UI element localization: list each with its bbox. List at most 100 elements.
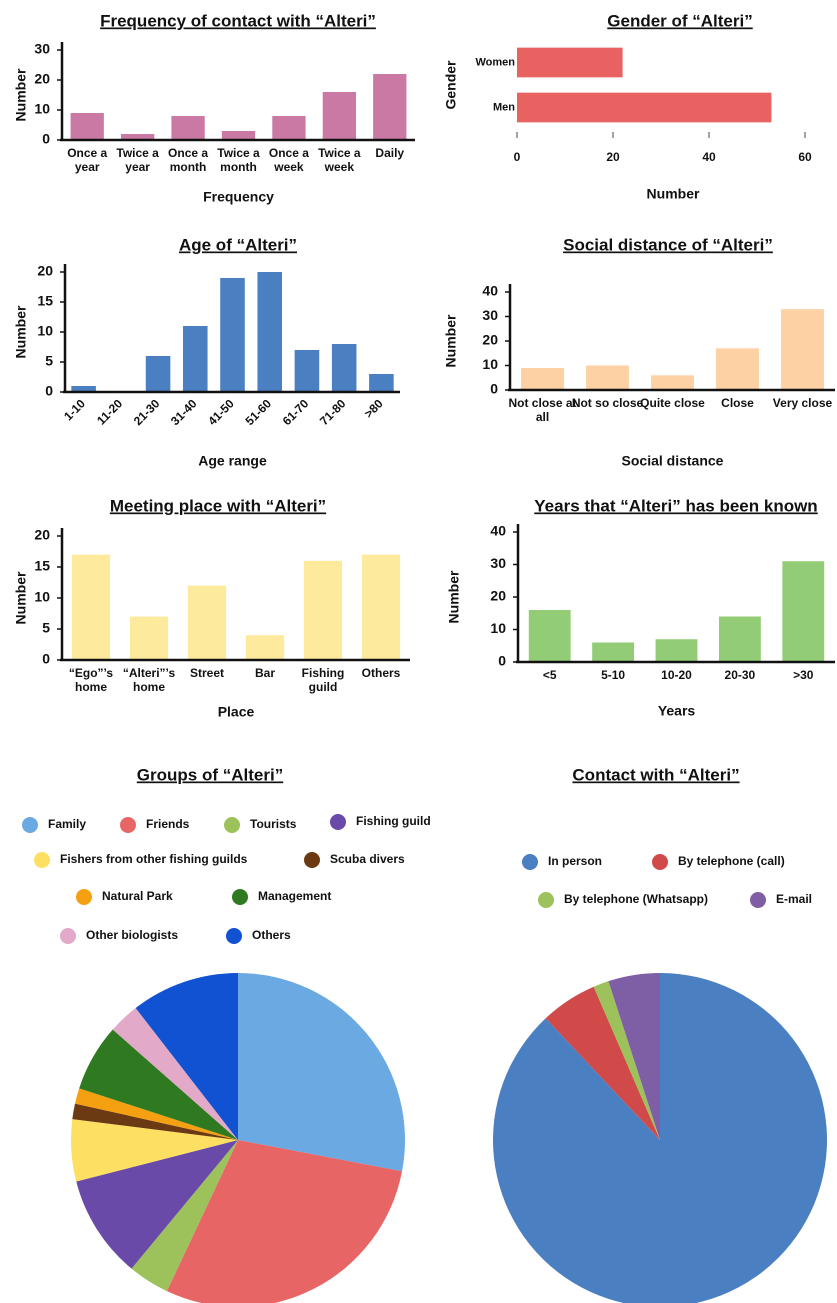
y-tick-label: 40 [490,523,506,539]
legend-label: Tourists [250,817,297,831]
x-tick-label: Very close [772,396,833,410]
chart-title: Gender of “Alteri” [607,11,752,30]
x-tick-label: “Ego”’s home [68,666,114,694]
legend-label: Natural Park [102,889,173,903]
legend-marker [304,852,320,868]
y-tick-label: 5 [42,620,50,636]
bar [716,348,759,390]
x-tick-label-box: Not close at all [508,396,577,424]
x-tick-label: Once a month [168,146,209,174]
bar [331,344,357,392]
y-axis-title: Gender [443,60,459,110]
x-tick-label-box: Twice a year [116,146,159,174]
pie-slice [166,1140,403,1303]
y-tick-label: 0 [498,653,506,669]
y-tick-label: 0 [42,651,50,667]
pie-slice [79,1029,239,1140]
chart-title: Contact with “Alteri” [572,765,739,784]
x-tick-label: 71-80 [317,396,349,428]
legend-marker [34,852,50,868]
bar [782,561,825,662]
x-tick-label-box: 10-20 [661,668,692,682]
bar [373,74,407,140]
x-tick-label: Not close at all [508,396,577,424]
pie-slice [75,1088,238,1140]
x-tick-label: Street [189,666,224,680]
pie-slice [238,973,406,1172]
pie-slice [493,973,827,1303]
x-tick-label-box: <5 [543,668,557,682]
x-tick-label-box: Twice a week [318,146,360,174]
y-tick-label: 20 [34,527,50,543]
x-tick-label: 1-10 [61,396,88,423]
y-tick-label: 0 [42,131,50,147]
legend-marker [232,889,248,905]
x-tick-label: Close [721,396,754,410]
bar [361,554,401,660]
y-tick-label: 10 [34,101,50,117]
legend-label: Fishing guild [356,814,431,828]
x-tick-label-box: >30 [793,668,813,682]
pie-slice [72,1103,239,1140]
bar [517,92,772,123]
legend-marker [652,854,668,870]
x-tick-label: Others [361,666,401,680]
legend-marker [330,814,346,830]
x-tick-label: Bar [254,666,275,680]
pie-slice [112,1008,238,1140]
x-tick-label-box: Very close [772,396,833,410]
x-tick-label: Twice a year [116,146,159,174]
x-tick-label: >80 [361,396,386,421]
legend-marker [522,854,538,870]
x-tick-label: 60 [798,150,812,164]
x-tick-label-box: Close [721,396,754,410]
bar [592,642,635,662]
bar [521,367,564,390]
x-axis-title: Number [647,186,700,202]
x-tick-label: 11-20 [94,396,125,427]
x-tick-label-box: Daily [375,146,404,160]
x-axis-title: Frequency [203,189,274,205]
legend-label: In person [548,854,602,868]
x-tick-label-box: Not so close [571,396,644,410]
y-tick-label: 30 [34,41,50,57]
x-tick-label: 0 [514,150,521,164]
legend-marker [750,892,766,908]
chart-title: Social distance of “Alteri” [563,235,773,254]
bar [71,554,111,660]
x-tick-label-box: 20-30 [724,668,756,682]
legend-label: By telephone (Whatsapp) [564,892,708,906]
x-tick-label: 31-40 [168,396,200,428]
x-tick-label: Once a week [268,146,309,174]
x-tick-label: 40 [702,150,716,164]
legend-label: Management [258,889,331,903]
bar [171,116,205,140]
bar [528,610,571,662]
x-tick-label: 10-20 [661,668,692,682]
bar [145,356,171,392]
bar [651,375,694,390]
y-axis-title: Number [446,570,462,623]
bar [369,374,394,392]
x-tick-label-box: 5-10 [601,668,625,682]
bar [272,116,306,140]
legend-marker [538,892,554,908]
y-tick-label: 20 [34,71,50,87]
bar [655,639,698,662]
x-tick-label: 20-30 [724,668,756,682]
bar [718,616,761,662]
pie-slice [608,973,660,1140]
legend-marker [22,817,38,833]
bar [187,585,227,660]
y-tick-label: 10 [34,589,50,605]
bar [781,309,824,390]
legend-label: Friends [146,817,190,831]
legend-label: Other biologists [86,928,178,942]
pie-slice [135,973,238,1140]
x-tick-label: Not so close [571,396,644,410]
x-tick-label-box: Others [361,666,401,680]
legend-marker [226,928,242,944]
x-tick-label-box: “Ego”’s home [68,666,114,694]
legend-marker [76,889,92,905]
